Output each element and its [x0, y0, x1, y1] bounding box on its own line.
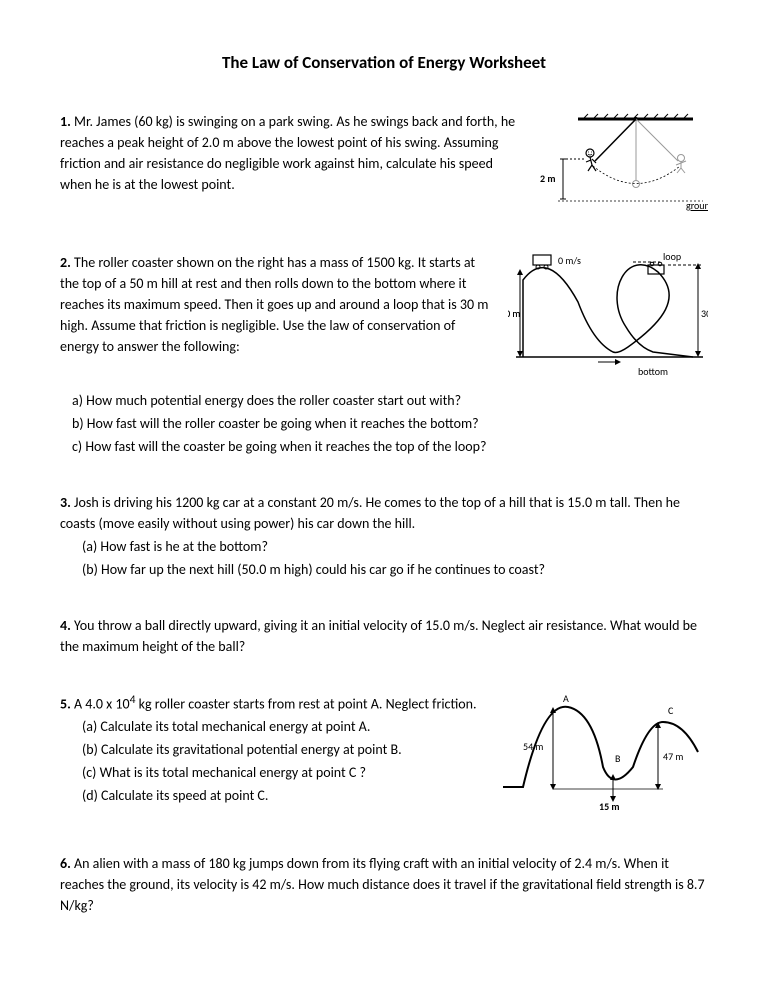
q1-text: Mr. James (60 kg) is swinging on a park …: [60, 113, 515, 193]
question-2: 2. The roller coaster shown on the right…: [60, 252, 708, 457]
svg-text:0 m/s: 0 m/s: [558, 254, 581, 267]
question-1: 1. Mr. James (60 kg) is swinging on a pa…: [60, 111, 708, 217]
q3-num: 3.: [60, 494, 71, 511]
svg-text:15 m: 15 m: [599, 800, 620, 812]
q5-diagram: A B C 54 m 15 m 47 m: [498, 692, 708, 818]
question-6: 6. An alien with a mass of 180 kg jumps …: [60, 853, 708, 916]
q2-diagram: 0 m/s loop 50 m 50 m 30 m: [508, 252, 708, 388]
svg-text:B: B: [615, 752, 621, 765]
q5-text-p2: kg roller coaster starts from rest at po…: [136, 695, 477, 712]
q2-c: c) How fast will the coaster be going wh…: [72, 436, 708, 457]
svg-text:2 m: 2 m: [540, 172, 555, 185]
q2-text: The roller coaster shown on the right ha…: [60, 254, 488, 355]
q4-text: You throw a ball directly upward, giving…: [60, 617, 697, 655]
q4-num: 4.: [60, 617, 71, 634]
svg-text:ground: ground: [686, 199, 708, 211]
question-3: 3. Josh is driving his 1200 kg car at a …: [60, 492, 708, 580]
q3-text: Josh is driving his 1200 kg car at a con…: [60, 494, 680, 532]
question-4: 4. You throw a ball directly upward, giv…: [60, 615, 708, 657]
q6-text: An alien with a mass of 180 kg jumps dow…: [60, 855, 705, 914]
q5-d: (d) Calculate its speed at point C.: [82, 785, 483, 806]
question-5: 5. A 4.0 x 104 kg roller coaster starts …: [60, 692, 708, 818]
q5-num: 5.: [60, 695, 71, 712]
svg-text:A: A: [563, 692, 569, 705]
q2-b: b) How fast will the roller coaster be g…: [72, 413, 708, 434]
q1-num: 1.: [60, 113, 71, 130]
q2-num: 2.: [60, 254, 71, 271]
q5-a: (a) Calculate its total mechanical energ…: [82, 716, 483, 737]
q5-b: (b) Calculate its gravitational potentia…: [82, 739, 483, 760]
worksheet-title: The Law of Conservation of Energy Worksh…: [60, 50, 708, 76]
svg-text:bottom: bottom: [638, 365, 668, 378]
q1-diagram: ground 2 m: [538, 111, 708, 217]
svg-text:loop: loop: [663, 252, 681, 263]
q5-text-p1: A 4.0 x 10: [74, 695, 130, 712]
q6-num: 6.: [60, 855, 71, 872]
q5-c: (c) What is its total mechanical energy …: [82, 762, 483, 783]
svg-text:54 m: 54 m: [523, 740, 543, 753]
svg-text:C: C: [668, 704, 674, 717]
q3-a: (a) How fast is he at the bottom?: [82, 536, 708, 557]
q3-b: (b) How far up the next hill (50.0 m hig…: [82, 559, 708, 580]
svg-text:50 m: 50 m: [508, 307, 520, 320]
svg-text:47 m: 47 m: [663, 750, 683, 763]
q2-a: a) How much potential energy does the ro…: [72, 390, 708, 411]
svg-text:30 m: 30 m: [701, 307, 708, 320]
